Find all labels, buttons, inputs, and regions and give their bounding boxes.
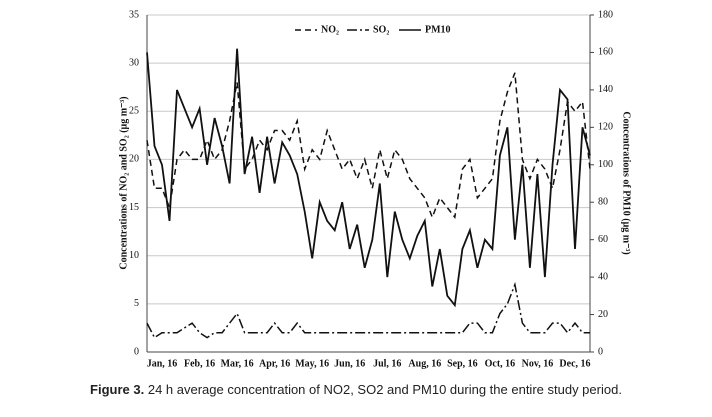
y-tick-label: 15	[129, 202, 139, 213]
x-tick-label: Jan, 16	[147, 358, 178, 369]
y2-tick-label: 100	[598, 159, 613, 170]
x-tick-label: Feb, 16	[184, 358, 215, 369]
caption: Figure 3. 24 h average concentration of …	[0, 382, 712, 397]
x-tick-label: Mar, 16	[221, 358, 254, 369]
y2-tick-label: 180	[598, 9, 613, 20]
legend-label: SO₂	[373, 24, 389, 35]
y-tick-label: 10	[129, 250, 139, 261]
caption-label: Figure 3.	[90, 382, 145, 397]
y2-tick-label: 40	[598, 271, 608, 282]
y-axis-title: Concentrations of NO₂ and SO₂ (μg m⁻³)	[118, 96, 129, 269]
y-tick-label: 30	[129, 57, 139, 68]
y2-tick-label: 140	[598, 84, 613, 95]
y2-tick-label: 60	[598, 234, 608, 245]
x-tick-label: Dec, 16	[559, 358, 590, 369]
x-tick-label: Nov, 16	[522, 358, 554, 369]
y2-tick-label: 20	[598, 309, 608, 320]
caption-text: 24 h average concentration of NO2, SO2 a…	[147, 382, 622, 397]
x-tick-label: Apr, 16	[259, 358, 290, 369]
y-tick-label: 20	[129, 154, 139, 165]
chart: Concentrations of NO₂ and SO₂ (μg m⁻³) C…	[118, 9, 632, 369]
y2-tick-label: 160	[598, 47, 613, 58]
y2-tick-label: 80	[598, 197, 608, 208]
y-tick-label: 35	[129, 9, 139, 20]
x-tick-label: Oct, 16	[485, 358, 516, 369]
x-tick-label: Sep, 16	[447, 358, 478, 369]
legend-label: NO₂	[321, 24, 339, 35]
series-line	[146, 281, 590, 339]
x-tick-label: Jun, 16	[334, 358, 365, 369]
x-tick-label: May, 16	[295, 358, 329, 369]
y2-tick-label: 120	[598, 122, 613, 133]
y-tick-label: 5	[134, 298, 139, 309]
series-line	[146, 48, 591, 308]
legend-label: PM10	[425, 24, 451, 35]
x-tick-label: Jul, 16	[373, 358, 401, 369]
series-line	[146, 72, 591, 220]
y-tick-label: 25	[129, 106, 139, 117]
y2-tick-label: 0	[598, 346, 603, 357]
y-tick-label: 0	[134, 346, 139, 357]
y2-axis-title: Concentrations of PM10 (μg m⁻³)	[621, 111, 632, 254]
x-tick-label: Aug, 16	[408, 358, 441, 369]
